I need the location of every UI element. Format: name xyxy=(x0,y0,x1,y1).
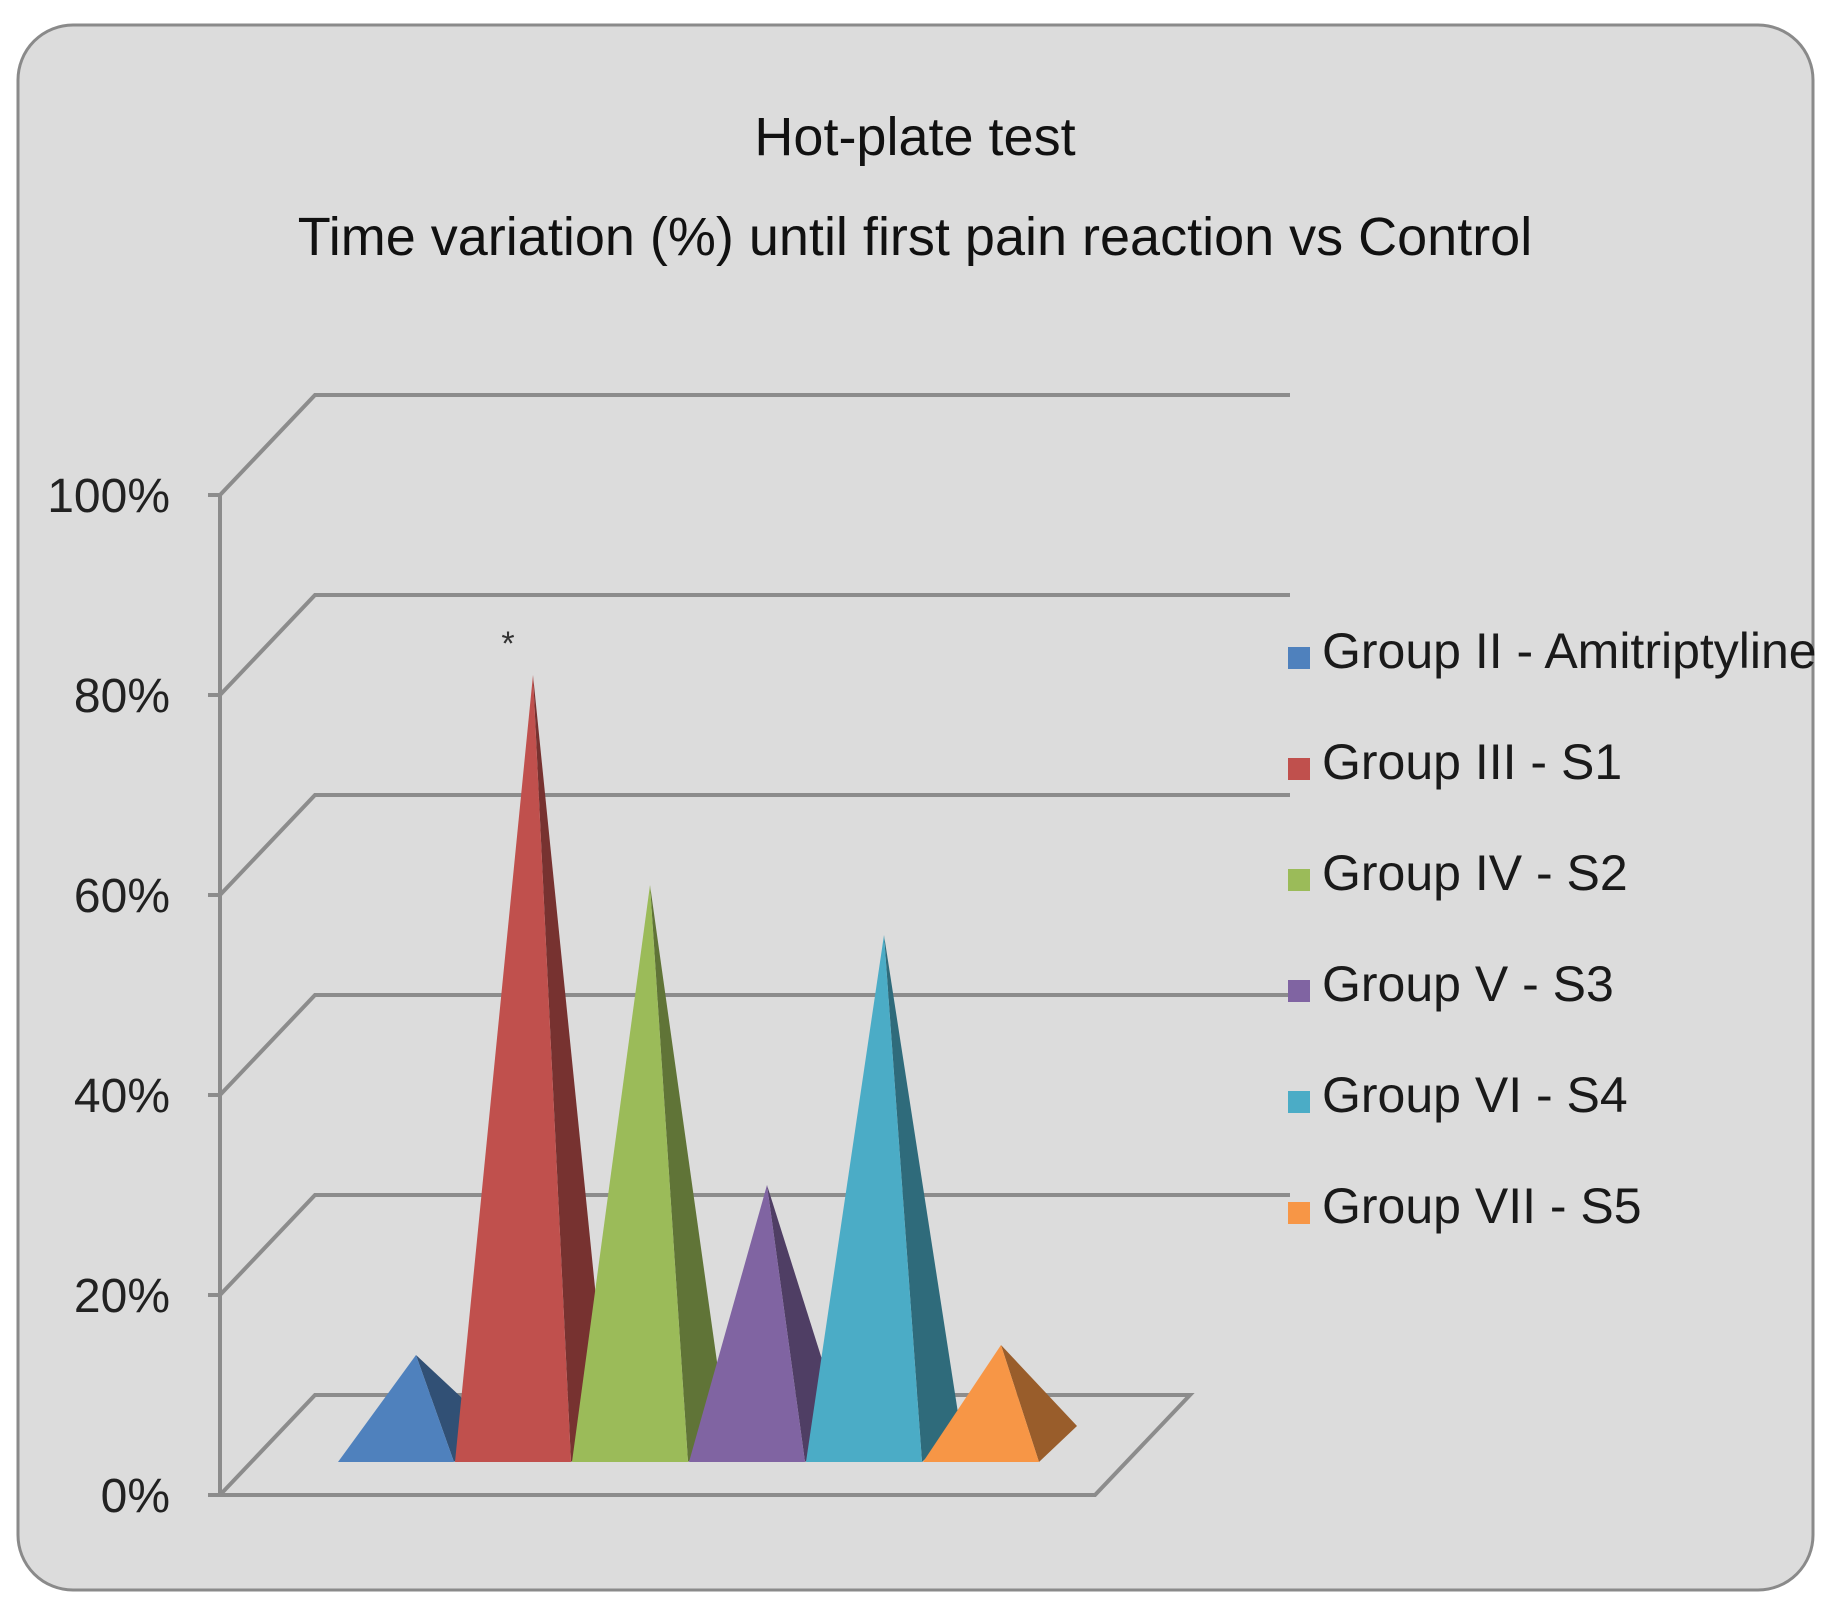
bar-pyramid-side xyxy=(1001,1345,1077,1462)
gridline xyxy=(218,1193,1290,1297)
legend-item: Group VII - S5 xyxy=(1288,1178,1642,1234)
bar-pyramid-side xyxy=(533,675,609,1462)
bar-pyramid-side xyxy=(884,935,960,1462)
legend-label: Group III - S1 xyxy=(1322,734,1622,790)
legend-swatch xyxy=(1288,980,1310,1002)
floor-plane xyxy=(215,1393,1195,1497)
plot-area: 0% 20% 40% 60% 80% 100% * xyxy=(47,393,1290,1523)
gridline xyxy=(218,393,1290,497)
legend-label: Group VII - S5 xyxy=(1322,1178,1642,1234)
gridline xyxy=(218,593,1290,697)
legend-label: Group V - S3 xyxy=(1322,956,1614,1012)
chart-subtitle: Time variation (%) until first pain reac… xyxy=(298,207,1532,267)
bar-pyramid-front xyxy=(572,885,688,1462)
legend-label: Group VI - S4 xyxy=(1322,1067,1628,1123)
bar-pyramid-front xyxy=(806,935,922,1462)
legend-item: Group III - S1 xyxy=(1288,734,1622,790)
bar-pyramid-front xyxy=(689,1185,805,1462)
significance-marker: * xyxy=(501,625,514,663)
y-tick-label: 80% xyxy=(74,670,170,723)
y-tick-label: 100% xyxy=(47,470,170,523)
y-tick-label: 0% xyxy=(101,1470,170,1523)
legend-swatch xyxy=(1288,1202,1310,1224)
legend-label: Group II - Amitriptyline xyxy=(1322,623,1817,679)
chart-panel xyxy=(16,23,1815,1592)
bar-pyramid xyxy=(923,1345,1077,1462)
legend-item: Group V - S3 xyxy=(1288,956,1614,1012)
bar-pyramid-front xyxy=(338,1355,454,1462)
bar-pyramid xyxy=(806,935,960,1462)
bar-pyramid-side xyxy=(650,885,726,1462)
legend-swatch xyxy=(1288,758,1310,780)
bar-pyramid xyxy=(572,885,726,1462)
legend-item: Group VI - S4 xyxy=(1288,1067,1628,1123)
legend-item: Group IV - S2 xyxy=(1288,845,1628,901)
legend: Group II - Amitriptyline Group III - S1 Gr… xyxy=(1288,623,1817,1234)
y-tick-label: 20% xyxy=(74,1270,170,1323)
legend-swatch xyxy=(1288,1091,1310,1113)
y-tick-label: 40% xyxy=(74,1070,170,1123)
legend-swatch xyxy=(1288,869,1310,891)
legend-item: Group II - Amitriptyline xyxy=(1288,623,1817,679)
bar-pyramid-front xyxy=(455,675,571,1462)
legend-swatch xyxy=(1288,647,1310,669)
bar-pyramid xyxy=(455,675,609,1462)
y-tick-label: 60% xyxy=(74,870,170,923)
bar-pyramid-front xyxy=(923,1345,1039,1462)
chart-title: Hot-plate test xyxy=(754,107,1075,167)
gridline xyxy=(218,793,1290,897)
gridline xyxy=(218,993,1290,1097)
legend-label: Group IV - S2 xyxy=(1322,845,1628,901)
